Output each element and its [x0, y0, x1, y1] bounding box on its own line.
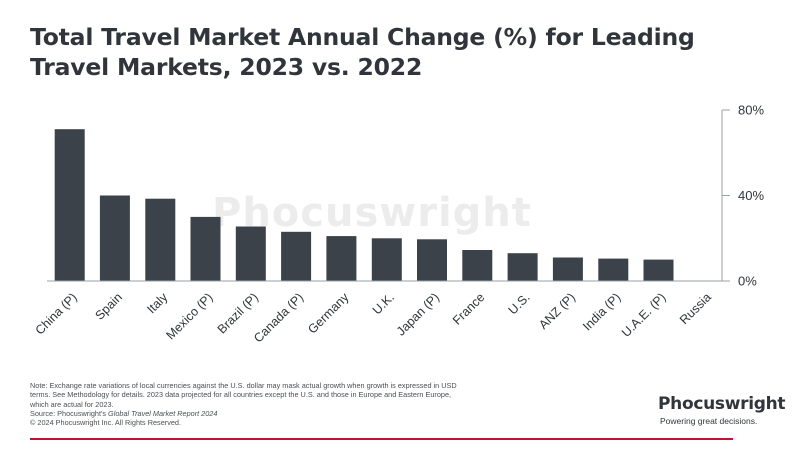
x-tick-label: Japan (P)	[394, 290, 442, 338]
x-tick-label: Mexico (P)	[163, 290, 215, 342]
brand-tagline: Powering great decisions.	[660, 416, 758, 426]
x-tick-label: Russia	[677, 290, 714, 327]
bar	[235, 226, 266, 281]
bar-group	[54, 129, 674, 282]
bar	[417, 239, 447, 281]
bar	[54, 129, 85, 281]
x-tick-label: Germany	[305, 290, 352, 337]
bar	[371, 238, 402, 282]
x-tick-label: India (P)	[580, 290, 623, 333]
x-tick-label: U.K.	[370, 290, 397, 317]
bar	[598, 258, 629, 281]
footnote: Note: Exchange rate variations of local …	[30, 381, 470, 427]
bar	[190, 216, 221, 281]
x-tick-label: Brazil (P)	[215, 290, 261, 336]
bar	[99, 195, 130, 281]
bar	[326, 236, 357, 281]
brand-logo: Phocuswright	[658, 394, 786, 414]
bar	[145, 198, 176, 281]
bar	[462, 250, 493, 281]
bar	[552, 257, 583, 281]
footnote-source: Source: Phocuswright's Global Travel Mar…	[30, 409, 470, 418]
bottom-rule	[30, 438, 733, 440]
footnote-copyright: © 2024 Phocuswright Inc. All Rights Rese…	[30, 418, 181, 428]
x-tick-label: U.S.	[506, 290, 533, 317]
footnote-note: Note: Exchange rate variations of local …	[30, 381, 457, 409]
source-title: Global Travel Market Report 2024	[108, 408, 218, 418]
bar	[643, 259, 674, 281]
x-tick-label: ANZ (P)	[536, 290, 578, 332]
bar	[507, 253, 538, 281]
source-prefix: Source: Phocuswright's	[30, 408, 109, 418]
y-tick-label: 0%	[738, 274, 757, 289]
bar	[281, 231, 312, 281]
x-tick-label: Spain	[93, 290, 126, 323]
y-tick-label: 80%	[738, 103, 764, 118]
y-tick-label: 40%	[738, 188, 764, 203]
x-tick-label: China (P)	[33, 290, 80, 337]
x-tick-label: Italy	[144, 290, 171, 317]
x-tick-label: France	[450, 290, 487, 327]
y-axis: 0% 40% 80%	[47, 103, 764, 289]
x-tick-label: U.A.E. (P)	[619, 290, 669, 340]
chart-title: Total Travel Market Annual Change (%) fo…	[30, 23, 695, 81]
